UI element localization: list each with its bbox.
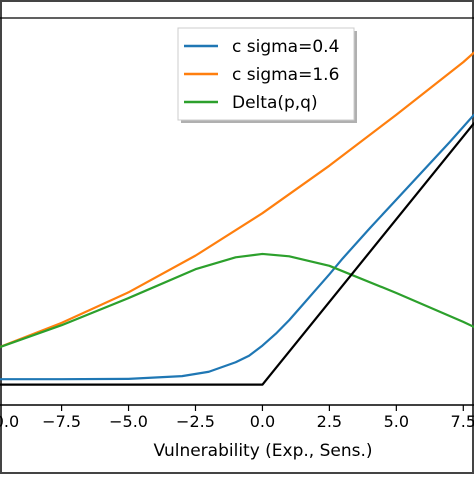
- series-line-c-sigma-0-4: [0, 113, 474, 381]
- x-axis: −10.0 −7.5 −5.0 −2.5 0.0 2.5 5.0 7.5: [0, 17, 474, 431]
- x-axis-label: Vulnerability (Exp., Sens.): [153, 441, 372, 461]
- x-tick-label: −5.0: [109, 412, 148, 431]
- series-line-reference: [0, 122, 474, 386]
- x-tick-label: 0.0: [250, 412, 275, 431]
- plot-layer: [0, 51, 474, 386]
- legend-label: c sigma=1.6: [232, 65, 339, 85]
- x-tick-label: 5.0: [384, 412, 409, 431]
- legend-box: [177, 27, 355, 121]
- x-tick-label: 2.5: [317, 412, 342, 431]
- series-line-c-sigma-1-6: [0, 51, 474, 349]
- x-tick-label: −2.5: [176, 412, 215, 431]
- x-tick-label: 7.5: [451, 412, 474, 431]
- series-line-delta-p-q: [0, 252, 474, 349]
- legend-label: Delta(p,q): [232, 93, 318, 113]
- legend-label: c sigma=0.4: [232, 37, 339, 57]
- x-tick-label: −7.5: [42, 412, 81, 431]
- x-tick-label: −10.0: [0, 412, 19, 431]
- legend: c sigma=0.4 c sigma=1.6 Delta(p,q): [177, 27, 357, 123]
